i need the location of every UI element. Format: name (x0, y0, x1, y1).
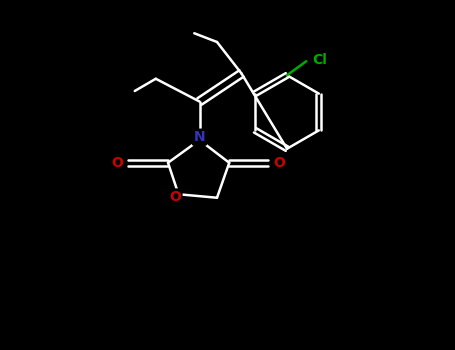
Text: O: O (111, 156, 123, 170)
Text: Cl: Cl (312, 52, 327, 66)
Text: N: N (194, 130, 205, 144)
Text: O: O (273, 156, 285, 170)
Text: O: O (169, 190, 181, 204)
